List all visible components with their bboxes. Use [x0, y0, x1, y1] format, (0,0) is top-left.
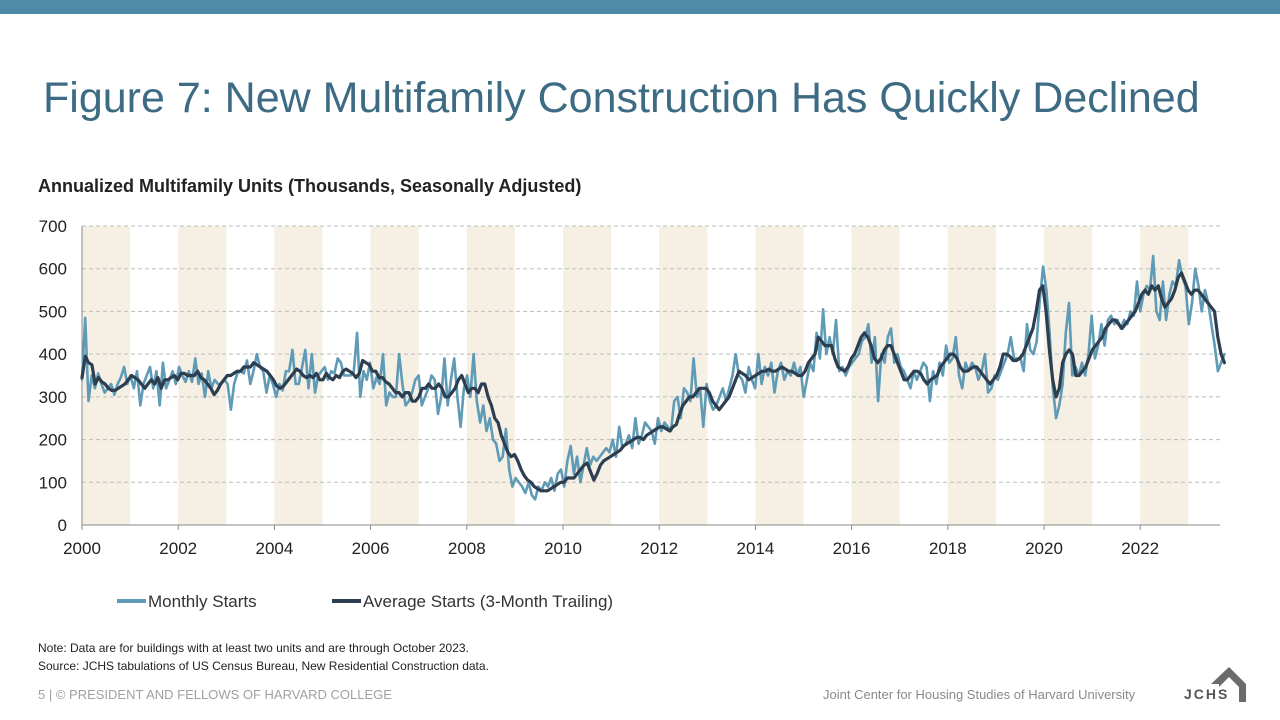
jchs-house-logo-icon — [1211, 667, 1246, 702]
y-tick-label-200: 200 — [39, 431, 67, 450]
legend-swatch-average — [332, 598, 361, 603]
x-tick-label-2012: 2012 — [640, 539, 678, 558]
y-tick-label-0: 0 — [58, 516, 67, 535]
x-tick-label-2020: 2020 — [1025, 539, 1063, 558]
series-line-average-starts — [80, 271, 1227, 493]
year-band-2018 — [947, 226, 996, 525]
line-chart: 0 100 200 300 400 500 600 700 2000 2002 2004 2006 20… — [39, 217, 1227, 558]
year-band-2012 — [659, 226, 708, 525]
page-title: Figure 7: New Multifamily Construction H… — [43, 74, 1200, 122]
year-band-2010 — [563, 226, 612, 525]
y-tick-label-300: 300 — [39, 388, 67, 407]
legend-item-average: Average Starts (3-Month Trailing) — [332, 592, 613, 612]
x-tick-label-2014: 2014 — [736, 539, 774, 558]
x-tick-label-2008: 2008 — [448, 539, 486, 558]
year-band-2000 — [82, 226, 131, 525]
top-accent-bar — [0, 0, 1280, 14]
x-tick-label-2018: 2018 — [929, 539, 967, 558]
series-line-monthly-starts — [80, 254, 1226, 501]
x-tick-label-2004: 2004 — [255, 539, 293, 558]
y-tick-label-100: 100 — [39, 473, 67, 492]
legend-label-monthly: Monthly Starts — [148, 592, 257, 611]
x-tick-label-2010: 2010 — [544, 539, 582, 558]
x-tick-label-2006: 2006 — [352, 539, 390, 558]
x-tick-label-2022: 2022 — [1121, 539, 1159, 558]
y-tick-label-700: 700 — [39, 217, 67, 236]
jchs-logo-text: JCHS — [1184, 686, 1230, 702]
chart-title: Annualized Multifamily Units (Thousands,… — [38, 176, 582, 196]
x-tick-label-2016: 2016 — [833, 539, 871, 558]
legend-swatch-monthly — [117, 598, 146, 603]
footer-copyright: 5 | © PRESIDENT AND FELLOWS OF HARVARD C… — [38, 687, 392, 702]
chart-notes: Note: Data are for buildings with at lea… — [38, 639, 489, 675]
legend-label-average: Average Starts (3-Month Trailing) — [363, 592, 614, 611]
note-text: Note: Data are for buildings with at lea… — [38, 641, 469, 655]
y-tick-label-400: 400 — [39, 345, 67, 364]
x-tick-label-2000: 2000 — [63, 539, 101, 558]
footer-organization: Joint Center for Housing Studies of Harv… — [823, 687, 1136, 702]
y-tick-label-600: 600 — [39, 260, 67, 279]
x-tick-label-2002: 2002 — [159, 539, 197, 558]
y-tick-label-500: 500 — [39, 302, 67, 321]
source-text: Source: JCHS tabulations of US Census Bu… — [38, 659, 489, 673]
legend-item-monthly: Monthly Starts — [117, 592, 257, 612]
